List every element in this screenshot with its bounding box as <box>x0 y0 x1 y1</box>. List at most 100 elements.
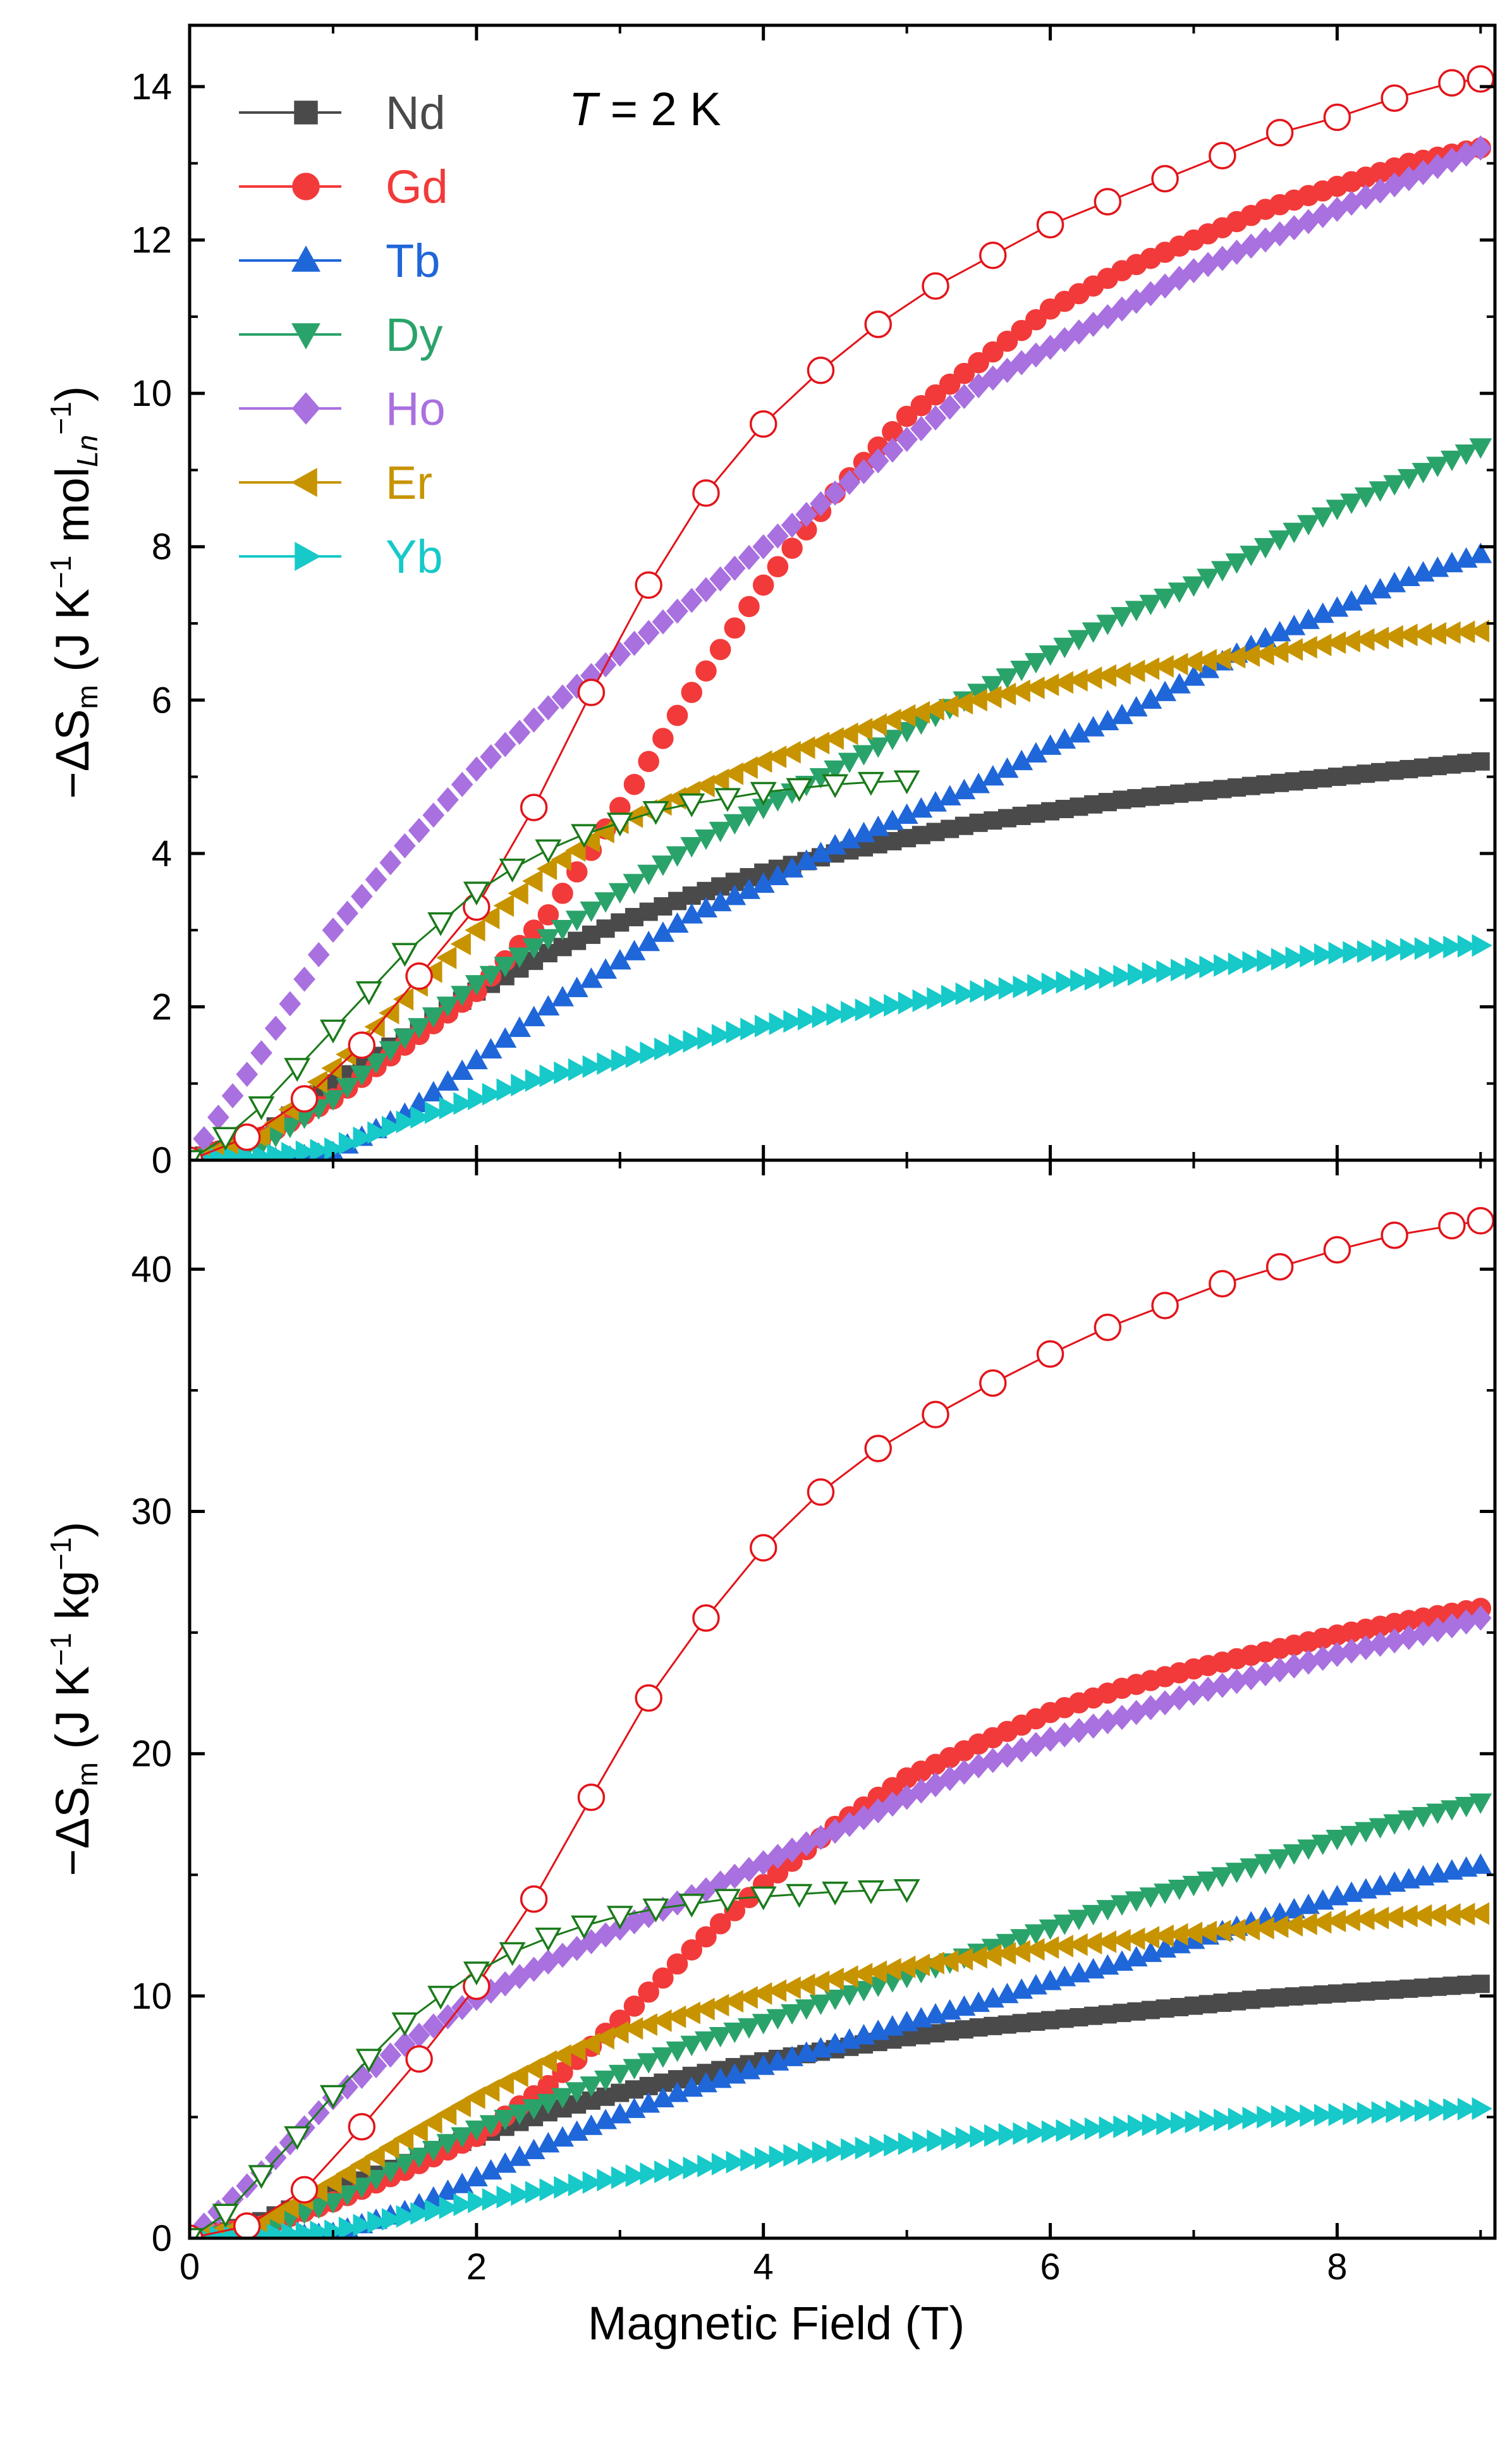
bottom-point-er <box>752 1982 772 2005</box>
bottom-point-yb <box>855 2136 876 2160</box>
top-point-yb <box>1171 959 1192 982</box>
top-point-er <box>536 857 558 881</box>
bottom-point-yb <box>554 2176 575 2199</box>
top-series-dy-open <box>190 770 920 1160</box>
top-point-dy <box>1168 582 1191 603</box>
legend-item-tb: Tb <box>239 235 440 287</box>
top-point-er <box>995 682 1016 706</box>
bottom-point-gd-open <box>233 2212 261 2238</box>
top-point-tb <box>723 885 747 905</box>
top-point-dy <box>408 1018 431 1039</box>
top-point-dy <box>1225 553 1248 574</box>
top-point-gd <box>724 617 746 639</box>
bottom-point-ho <box>336 2074 358 2100</box>
bottom-point-dy-open <box>535 1927 562 1952</box>
legend-label-ho: Ho <box>386 383 446 435</box>
top-point-dy <box>508 947 531 968</box>
top-point-dy-open <box>535 839 562 864</box>
bottom-point-dy <box>1397 1810 1420 1831</box>
ylabel-units: (J K <box>46 589 99 685</box>
top-point-tb <box>924 791 947 812</box>
top-point-dy <box>565 910 588 931</box>
top-point-ho <box>307 942 330 967</box>
bottom-point-dy <box>1111 1895 1133 1916</box>
top-point-yb <box>453 1092 474 1115</box>
bottom-point-er <box>608 2021 629 2044</box>
top-point-er <box>709 768 729 792</box>
top-point-tb <box>1082 716 1105 737</box>
bottom-point-ho <box>494 1971 516 1997</box>
top-point-yb <box>511 1074 532 1097</box>
top-point-ho <box>810 491 832 517</box>
bottom-point-dy <box>350 2178 374 2198</box>
top-point-ho <box>1154 273 1176 299</box>
top-point-dy <box>723 814 747 835</box>
bottom-point-ho <box>1297 1649 1320 1675</box>
bottom-point-er <box>522 2057 543 2080</box>
bottom-point-yb <box>611 2166 632 2190</box>
bottom-point-yb <box>1185 2110 1206 2134</box>
bottom-point-dy-open <box>857 1880 884 1904</box>
top-point-gd <box>910 395 932 417</box>
bottom-point-dy <box>379 2162 402 2183</box>
bottom-point-yb <box>1070 2118 1091 2141</box>
bottom-point-dy <box>1340 1825 1363 1847</box>
legend-item-yb: Yb <box>239 530 443 583</box>
bottom-series-dy <box>190 1793 1492 2238</box>
legend-marker-nd <box>294 101 318 125</box>
top-point-gd <box>953 362 975 384</box>
bottom-point-yb <box>869 2135 890 2159</box>
top-point-dy <box>422 1007 445 1028</box>
bottom-point-yb <box>281 2222 302 2238</box>
top-point-er <box>737 756 758 780</box>
bottom-point-gd-open <box>922 1400 949 1429</box>
top-point-tb <box>1383 572 1406 592</box>
top-point-tb <box>1096 709 1119 731</box>
bottom-point-yb <box>439 2196 460 2219</box>
top-point-ho <box>824 480 846 506</box>
bottom-point-yb <box>597 2169 618 2192</box>
bottom-point-yb <box>841 2138 862 2161</box>
bottom-point-yb <box>1472 2097 1492 2120</box>
bottom-point-yb <box>410 2202 431 2225</box>
bottom-point-dy <box>809 1994 832 2015</box>
top-point-dy <box>465 975 488 996</box>
top-point-dy-open <box>571 824 598 848</box>
top-point-dy <box>1253 537 1277 559</box>
bottom-point-yb <box>812 2141 833 2164</box>
bottom-point-er <box>795 1973 815 1997</box>
bottom-point-ho <box>1254 1661 1277 1687</box>
top-point-ho <box>752 534 775 560</box>
bottom-point-ho <box>422 2013 445 2039</box>
legend-item-nd: Nd <box>239 87 446 139</box>
bottom-point-gd-open <box>749 1534 777 1562</box>
bottom-point-er <box>436 2102 457 2126</box>
top-point-yb <box>1371 939 1393 962</box>
top-point-ho <box>264 1015 287 1041</box>
top-point-ho <box>1168 266 1191 291</box>
bottom-point-yb <box>1099 2116 1119 2140</box>
top-point-tb <box>852 821 875 843</box>
top-point-dy <box>766 791 790 812</box>
top-point-gd-open <box>1438 69 1466 97</box>
bottom-point-gd <box>638 1981 659 2003</box>
top-point-yb <box>941 984 962 1008</box>
top-point-ho <box>637 620 660 646</box>
ylabel-sup-mol: −1 <box>44 401 77 434</box>
bottom-point-dy <box>1311 1834 1334 1856</box>
bottom-point-dy <box>709 2026 732 2048</box>
top-y-tick-label: 2 <box>152 986 172 1027</box>
top-point-yb <box>396 1110 417 1134</box>
top-point-gd <box>623 773 645 795</box>
top-point-gd-open <box>1265 119 1294 147</box>
top-point-er <box>981 685 1002 709</box>
temperature-annotation: T = 2 K <box>569 83 721 135</box>
bottom-y-tick-label: 40 <box>131 1249 172 1290</box>
top-point-dy <box>594 892 618 913</box>
top-point-ho <box>1053 327 1076 353</box>
bottom-point-dy-open <box>391 2012 418 2037</box>
bottom-point-yb <box>468 2190 489 2214</box>
top-point-dy <box>1383 475 1406 496</box>
top-point-gd <box>982 341 1004 363</box>
top-point-gd-open <box>807 357 835 384</box>
